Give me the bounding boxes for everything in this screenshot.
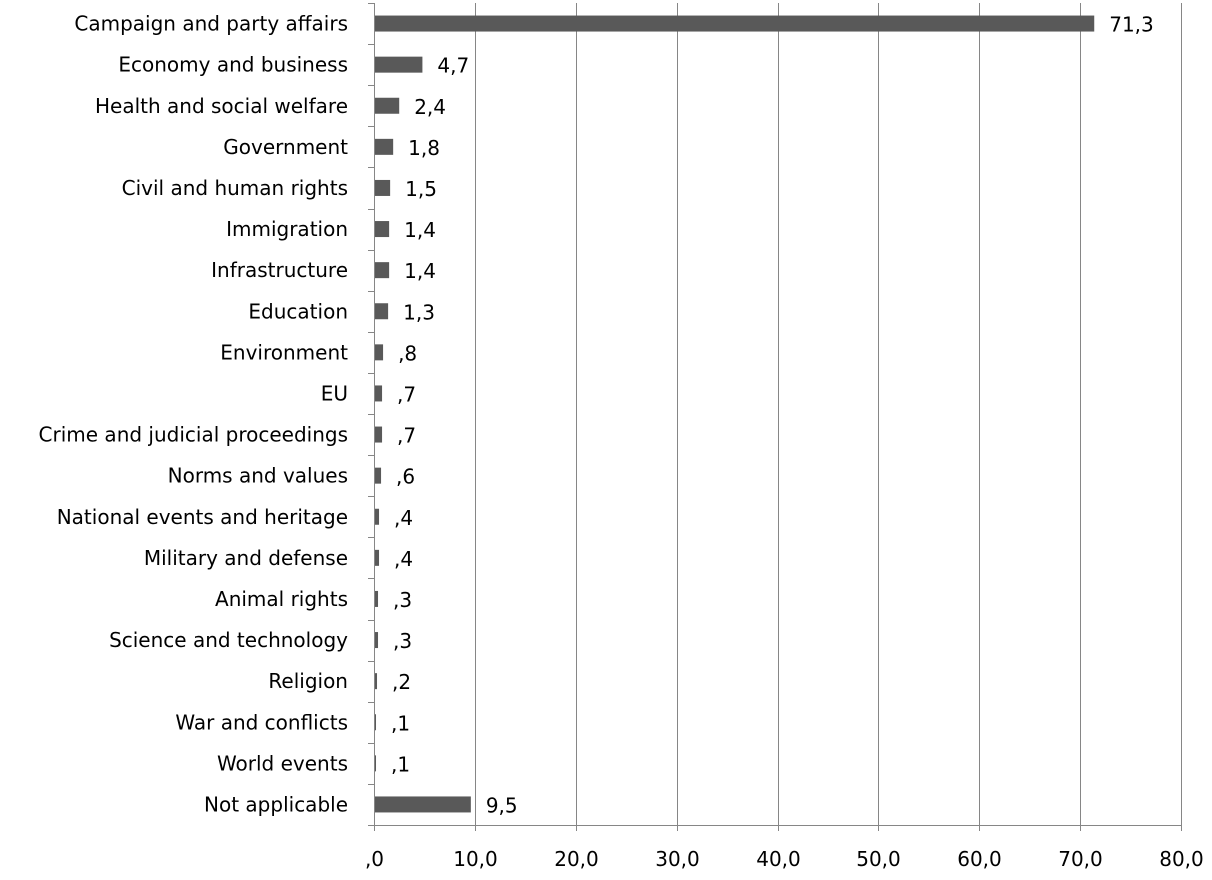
bar	[375, 755, 377, 772]
bar	[375, 714, 377, 731]
value-labels: 71,3 4,7 2,4 1,8 1,5 1,4 1,4 1,3 ,8 ,7 ,7 ,6 ,4 ,4 ,3,…	[391, 13, 1154, 818]
x-tick-label: 30,0	[655, 847, 700, 871]
bar	[375, 138, 394, 155]
value-label: ,2	[392, 670, 411, 694]
category-label: EU	[321, 381, 348, 405]
category-label: Science and technology	[109, 628, 348, 652]
bar	[375, 590, 379, 607]
category-label: Economy and business	[118, 53, 348, 77]
value-label: ,3	[393, 588, 412, 612]
category-label: Crime and judicial proceedings	[39, 423, 348, 447]
value-label: ,1	[391, 752, 410, 776]
bar	[375, 467, 382, 484]
value-label: ,4	[394, 506, 413, 530]
axes	[368, 3, 1182, 831]
value-label: ,3	[393, 629, 412, 653]
bar	[375, 549, 380, 566]
x-tick-label: 10,0	[453, 847, 498, 871]
category-label: Government	[223, 135, 348, 159]
category-label: War and conflicts	[175, 710, 348, 734]
value-label: ,8	[398, 341, 417, 365]
category-label: Environment	[220, 340, 348, 364]
category-label: Campaign and party affairs	[74, 12, 348, 36]
category-label: Immigration	[226, 217, 348, 241]
category-label: Military and defense	[144, 546, 348, 570]
value-label: 1,8	[408, 136, 440, 160]
value-label: ,7	[397, 382, 416, 406]
value-label: ,4	[394, 547, 413, 571]
bar	[375, 303, 389, 320]
category-label: Civil and human rights	[122, 176, 348, 200]
value-label: 1,4	[404, 218, 436, 242]
category-label: Not applicable	[204, 792, 348, 816]
x-tick-label: 50,0	[856, 847, 901, 871]
category-label: Education	[248, 299, 348, 323]
category-label: Health and social welfare	[95, 94, 348, 118]
x-tick-label: 20,0	[554, 847, 599, 871]
x-tick-labels: ,0 10,0 20,0 30,0 40,0 50,0 60,0 70,0 80,0	[365, 847, 1204, 871]
x-tick-label: 70,0	[1058, 847, 1103, 871]
bar	[375, 97, 400, 114]
category-label: World events	[217, 751, 348, 775]
value-label: ,1	[391, 711, 410, 735]
bar	[375, 426, 383, 443]
bar	[375, 15, 1095, 32]
gridlines	[475, 3, 1182, 825]
value-label: 2,4	[414, 95, 446, 119]
value-label: 71,3	[1109, 13, 1154, 37]
bar	[375, 221, 390, 238]
category-label: Religion	[268, 669, 348, 693]
value-label: 1,5	[405, 177, 437, 201]
bar	[375, 796, 471, 813]
category-label: Norms and values	[168, 464, 348, 488]
x-tick-label: 80,0	[1159, 847, 1204, 871]
category-label: Animal rights	[215, 587, 348, 611]
x-tick-label: 60,0	[957, 847, 1002, 871]
x-tick-label: ,0	[365, 847, 384, 871]
value-label: 9,5	[486, 793, 518, 817]
bar	[375, 179, 391, 196]
bar	[375, 632, 379, 649]
category-label: National events and heritage	[57, 505, 348, 529]
bars	[375, 15, 1095, 813]
category-labels: Campaign and party affairs Economy and bu…	[39, 12, 349, 817]
value-label: ,7	[397, 424, 416, 448]
value-label: ,6	[396, 465, 415, 489]
category-label: Infrastructure	[211, 258, 348, 282]
bar	[375, 262, 390, 279]
bar	[375, 673, 378, 690]
bar	[375, 508, 380, 525]
value-label: 1,3	[403, 300, 435, 324]
x-tick-label: 40,0	[756, 847, 801, 871]
value-label: 4,7	[437, 54, 469, 78]
bar	[375, 385, 383, 402]
value-label: 1,4	[404, 259, 436, 283]
bar	[375, 344, 384, 361]
bar	[375, 56, 423, 73]
